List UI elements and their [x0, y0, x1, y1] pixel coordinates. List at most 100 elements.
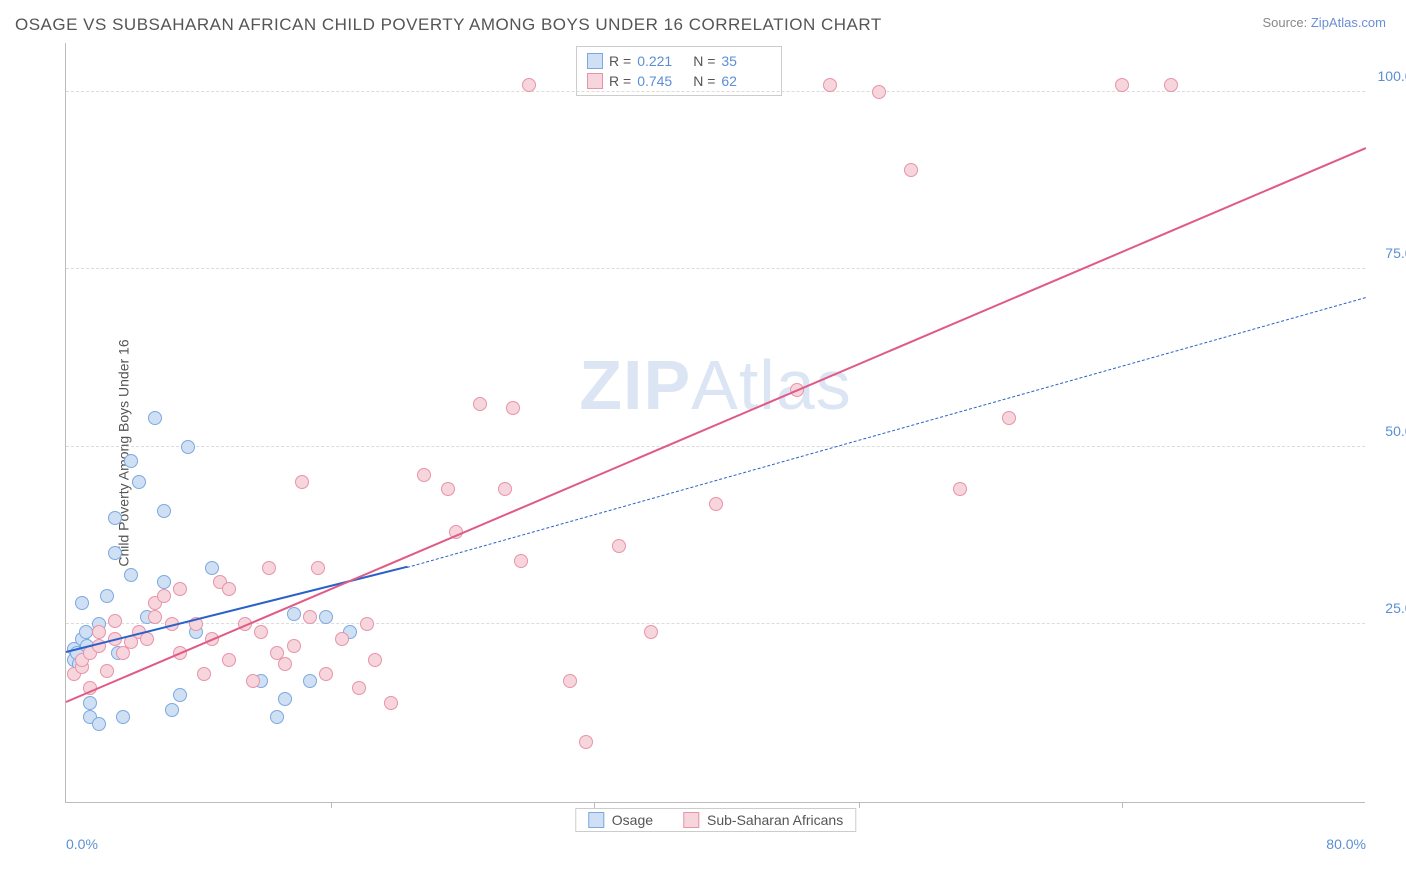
- x-tick-mark: [331, 802, 332, 808]
- data-point: [612, 539, 626, 553]
- data-point: [278, 657, 292, 671]
- x-tick-mark: [859, 802, 860, 808]
- chart-container: Child Poverty Among Boys Under 16 ZIPAtl…: [15, 43, 1385, 863]
- data-point: [953, 482, 967, 496]
- data-point: [92, 717, 106, 731]
- series-legend: Osage Sub-Saharan Africans: [575, 808, 856, 832]
- legend-label: Sub-Saharan Africans: [707, 812, 843, 828]
- data-point: [157, 589, 171, 603]
- legend-label: Osage: [612, 812, 653, 828]
- data-point: [303, 610, 317, 624]
- data-point: [335, 632, 349, 646]
- data-point: [287, 607, 301, 621]
- data-point: [100, 589, 114, 603]
- legend-swatch: [683, 812, 699, 828]
- data-point: [368, 653, 382, 667]
- y-tick-label: 100.0%: [1370, 68, 1406, 84]
- data-point: [644, 625, 658, 639]
- legend-swatch: [587, 73, 603, 89]
- data-point: [563, 674, 577, 688]
- legend-item: Sub-Saharan Africans: [683, 812, 843, 828]
- gridline: [66, 268, 1365, 269]
- data-point: [823, 78, 837, 92]
- stats-row: R = 0.745 N = 62: [587, 71, 771, 91]
- data-point: [222, 582, 236, 596]
- data-point: [904, 163, 918, 177]
- data-point: [1164, 78, 1178, 92]
- data-point: [108, 546, 122, 560]
- chart-title: OSAGE VS SUBSAHARAN AFRICAN CHILD POVERT…: [15, 15, 882, 35]
- data-point: [360, 617, 374, 631]
- data-point: [205, 561, 219, 575]
- legend-item: Osage: [588, 812, 653, 828]
- data-point: [287, 639, 301, 653]
- data-point: [352, 681, 366, 695]
- trend-line: [66, 147, 1367, 703]
- data-point: [319, 610, 333, 624]
- data-point: [124, 454, 138, 468]
- data-point: [157, 575, 171, 589]
- x-tick-label: 80.0%: [1326, 836, 1366, 852]
- data-point: [108, 511, 122, 525]
- data-point: [498, 482, 512, 496]
- data-point: [222, 653, 236, 667]
- data-point: [295, 475, 309, 489]
- data-point: [319, 667, 333, 681]
- gridline: [66, 446, 1365, 447]
- data-point: [579, 735, 593, 749]
- stat-n-value: 35: [721, 53, 771, 69]
- data-point: [92, 625, 106, 639]
- stat-r-label: R =: [609, 73, 631, 89]
- data-point: [441, 482, 455, 496]
- source-link[interactable]: ZipAtlas.com: [1311, 15, 1386, 30]
- data-point: [311, 561, 325, 575]
- y-tick-label: 25.0%: [1370, 600, 1406, 616]
- data-point: [384, 696, 398, 710]
- data-point: [75, 596, 89, 610]
- data-point: [522, 78, 536, 92]
- stat-n-label: N =: [693, 73, 715, 89]
- stat-n-value: 62: [721, 73, 771, 89]
- x-tick-mark: [1122, 802, 1123, 808]
- y-tick-label: 75.0%: [1370, 245, 1406, 261]
- data-point: [262, 561, 276, 575]
- data-point: [1002, 411, 1016, 425]
- data-point: [157, 504, 171, 518]
- watermark-bold: ZIP: [579, 346, 691, 424]
- data-point: [83, 696, 97, 710]
- data-point: [709, 497, 723, 511]
- scatter-plot: ZIPAtlas R = 0.221N = 35R = 0.745N = 62 …: [65, 43, 1365, 803]
- data-point: [100, 664, 114, 678]
- trend-line: [407, 297, 1366, 568]
- data-point: [173, 582, 187, 596]
- data-point: [132, 475, 146, 489]
- stat-r-value: 0.221: [637, 53, 687, 69]
- data-point: [116, 710, 130, 724]
- stat-r-label: R =: [609, 53, 631, 69]
- data-point: [254, 625, 268, 639]
- x-tick-mark: [594, 802, 595, 808]
- data-point: [181, 440, 195, 454]
- data-point: [270, 710, 284, 724]
- stats-legend: R = 0.221 N = 35 R = 0.745 N = 62: [576, 46, 782, 96]
- data-point: [473, 397, 487, 411]
- data-point: [278, 692, 292, 706]
- source-attribution: Source: ZipAtlas.com: [1262, 15, 1386, 30]
- data-point: [872, 85, 886, 99]
- data-point: [246, 674, 260, 688]
- stat-r-value: 0.745: [637, 73, 687, 89]
- data-point: [124, 568, 138, 582]
- data-point: [303, 674, 317, 688]
- data-point: [197, 667, 211, 681]
- data-point: [417, 468, 431, 482]
- x-tick-label: 0.0%: [66, 836, 98, 852]
- data-point: [506, 401, 520, 415]
- legend-swatch: [588, 812, 604, 828]
- data-point: [514, 554, 528, 568]
- stat-n-label: N =: [693, 53, 715, 69]
- data-point: [1115, 78, 1129, 92]
- watermark-thin: Atlas: [691, 346, 852, 424]
- legend-swatch: [587, 53, 603, 69]
- data-point: [108, 614, 122, 628]
- data-point: [173, 688, 187, 702]
